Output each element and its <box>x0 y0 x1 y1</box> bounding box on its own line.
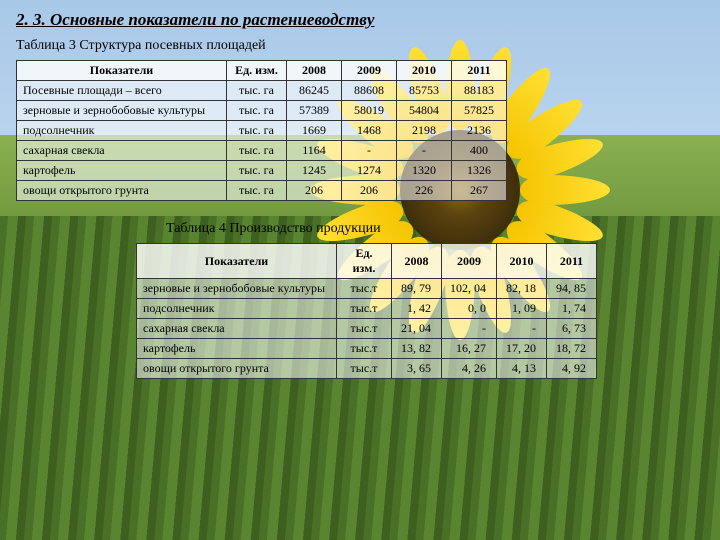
table-row: овощи открытого грунтатыс.т3, 654, 264, … <box>137 359 597 379</box>
cell: тыс. га <box>227 161 287 181</box>
col-header: 2008 <box>392 244 442 279</box>
cell: 400 <box>452 141 507 161</box>
cell: 4, 26 <box>442 359 497 379</box>
cell: - <box>342 141 397 161</box>
cell: тыс. га <box>227 181 287 201</box>
cell: тыс. га <box>227 101 287 121</box>
table-row: картофельтыс.т13, 8216, 2717, 2018, 72 <box>137 339 597 359</box>
row-label: картофель <box>137 339 337 359</box>
cell: 88183 <box>452 81 507 101</box>
cell: 1326 <box>452 161 507 181</box>
cell: 0, 0 <box>442 299 497 319</box>
row-label: сахарная свекла <box>137 319 337 339</box>
table-row: сахарная свеклатыс.т21, 04--6, 73 <box>137 319 597 339</box>
cell: 58019 <box>342 101 397 121</box>
cell: 4, 13 <box>497 359 547 379</box>
cell: 86245 <box>287 81 342 101</box>
col-header: Показатели <box>17 61 227 81</box>
row-label: зерновые и зернобобовые культуры <box>137 279 337 299</box>
row-label: овощи открытого грунта <box>17 181 227 201</box>
cell: 94, 85 <box>547 279 597 299</box>
cell: - <box>442 319 497 339</box>
row-label: подсолнечник <box>17 121 227 141</box>
cell: 102, 04 <box>442 279 497 299</box>
cell: тыс. га <box>227 81 287 101</box>
table-row: зерновые и зернобобовые культурытыс.т89,… <box>137 279 597 299</box>
cell: 89, 79 <box>392 279 442 299</box>
cell: - <box>397 141 452 161</box>
table-production: ПоказателиЕд. изм.2008200920102011зернов… <box>136 243 597 379</box>
col-header: 2010 <box>397 61 452 81</box>
col-header: Ед. изм. <box>337 244 392 279</box>
cell: 206 <box>342 181 397 201</box>
cell: 13, 82 <box>392 339 442 359</box>
cell: тыс.т <box>337 299 392 319</box>
col-header: Ед. изм. <box>227 61 287 81</box>
cell: 17, 20 <box>497 339 547 359</box>
page-content: 2. 3. Основные показатели по растениевод… <box>0 0 720 389</box>
cell: тыс.т <box>337 279 392 299</box>
cell: 1468 <box>342 121 397 141</box>
col-header: 2009 <box>342 61 397 81</box>
section-heading: 2. 3. Основные показатели по растениевод… <box>16 10 704 30</box>
cell: 206 <box>287 181 342 201</box>
cell: 6, 73 <box>547 319 597 339</box>
cell: 54804 <box>397 101 452 121</box>
table1-caption: Таблица 3 Структура посевных площадей <box>16 38 704 54</box>
row-label: овощи открытого грунта <box>137 359 337 379</box>
cell: тыс. га <box>227 141 287 161</box>
cell: 267 <box>452 181 507 201</box>
col-header: 2009 <box>442 244 497 279</box>
row-label: сахарная свекла <box>17 141 227 161</box>
cell: 4, 92 <box>547 359 597 379</box>
row-label: подсолнечник <box>137 299 337 319</box>
table-row: зерновые и зернобобовые культурытыс. га5… <box>17 101 507 121</box>
cell: 1320 <box>397 161 452 181</box>
cell: 85753 <box>397 81 452 101</box>
col-header: 2011 <box>452 61 507 81</box>
table-row: сахарная свеклатыс. га1164--400 <box>17 141 507 161</box>
cell: 21, 04 <box>392 319 442 339</box>
cell: 1164 <box>287 141 342 161</box>
table2-caption: Таблица 4 Производство продукции <box>166 221 704 237</box>
cell: 18, 72 <box>547 339 597 359</box>
cell: 1, 42 <box>392 299 442 319</box>
cell: тыс. га <box>227 121 287 141</box>
cell: 57389 <box>287 101 342 121</box>
table-sown-areas: ПоказателиЕд. изм.2008200920102011Посевн… <box>16 60 507 201</box>
cell: 2198 <box>397 121 452 141</box>
table-row: подсолнечниктыс. га1669146821982136 <box>17 121 507 141</box>
col-header: 2010 <box>497 244 547 279</box>
cell: - <box>497 319 547 339</box>
table-row: овощи открытого грунтатыс. га20620622626… <box>17 181 507 201</box>
table-row: Посевные площади – всеготыс. га862458860… <box>17 81 507 101</box>
cell: 1245 <box>287 161 342 181</box>
cell: 3, 65 <box>392 359 442 379</box>
cell: 16, 27 <box>442 339 497 359</box>
col-header: 2011 <box>547 244 597 279</box>
cell: 226 <box>397 181 452 201</box>
cell: 1274 <box>342 161 397 181</box>
cell: 2136 <box>452 121 507 141</box>
cell: тыс.т <box>337 319 392 339</box>
row-label: картофель <box>17 161 227 181</box>
col-header: Показатели <box>137 244 337 279</box>
cell: тыс.т <box>337 339 392 359</box>
row-label: зерновые и зернобобовые культуры <box>17 101 227 121</box>
row-label: Посевные площади – всего <box>17 81 227 101</box>
cell: 88608 <box>342 81 397 101</box>
table-row: подсолнечниктыс.т1, 420, 01, 091, 74 <box>137 299 597 319</box>
cell: 57825 <box>452 101 507 121</box>
cell: 1, 09 <box>497 299 547 319</box>
cell: тыс.т <box>337 359 392 379</box>
cell: 1, 74 <box>547 299 597 319</box>
cell: 1669 <box>287 121 342 141</box>
cell: 82, 18 <box>497 279 547 299</box>
col-header: 2008 <box>287 61 342 81</box>
table-row: картофельтыс. га1245127413201326 <box>17 161 507 181</box>
